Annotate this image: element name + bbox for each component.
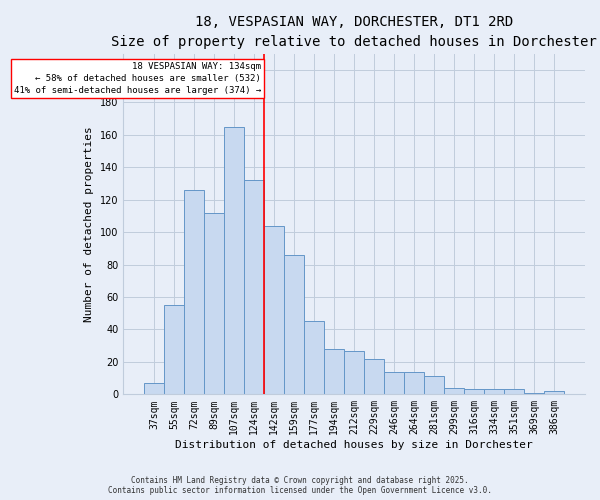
Bar	[324, 349, 344, 395]
Title: 18, VESPASIAN WAY, DORCHESTER, DT1 2RD
Size of property relative to detached hou: 18, VESPASIAN WAY, DORCHESTER, DT1 2RD S…	[112, 15, 597, 48]
Bar	[504, 390, 524, 394]
Bar	[364, 358, 384, 394]
Bar	[244, 180, 264, 394]
Bar	[544, 391, 564, 394]
Bar	[344, 350, 364, 395]
Bar	[484, 390, 504, 394]
Bar	[384, 372, 404, 394]
X-axis label: Distribution of detached houses by size in Dorchester: Distribution of detached houses by size …	[175, 440, 533, 450]
Bar	[524, 392, 544, 394]
Text: 18 VESPASIAN WAY: 134sqm
← 58% of detached houses are smaller (532)
41% of semi-: 18 VESPASIAN WAY: 134sqm ← 58% of detach…	[14, 62, 261, 94]
Text: Contains HM Land Registry data © Crown copyright and database right 2025.
Contai: Contains HM Land Registry data © Crown c…	[108, 476, 492, 495]
Bar	[224, 127, 244, 394]
Y-axis label: Number of detached properties: Number of detached properties	[85, 126, 94, 322]
Bar	[145, 383, 164, 394]
Bar	[264, 226, 284, 394]
Bar	[404, 372, 424, 394]
Bar	[284, 255, 304, 394]
Bar	[304, 322, 324, 394]
Bar	[424, 376, 444, 394]
Bar	[444, 388, 464, 394]
Bar	[204, 212, 224, 394]
Bar	[164, 305, 184, 394]
Bar	[184, 190, 204, 394]
Bar	[464, 390, 484, 394]
